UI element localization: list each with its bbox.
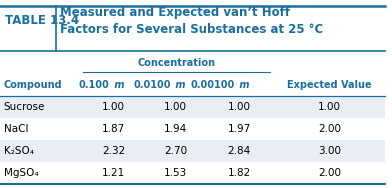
Text: 1.97: 1.97 <box>227 124 250 134</box>
Text: m: m <box>111 80 124 90</box>
Text: MgSO₄: MgSO₄ <box>4 168 38 178</box>
Text: Sucrose: Sucrose <box>4 102 45 112</box>
Text: 2.84: 2.84 <box>227 146 250 156</box>
Text: 0.100: 0.100 <box>78 80 109 90</box>
Text: 2.00: 2.00 <box>318 168 341 178</box>
Text: 1.00: 1.00 <box>318 102 341 112</box>
Text: 3.00: 3.00 <box>318 146 341 156</box>
Text: 2.32: 2.32 <box>102 146 125 156</box>
Text: 1.53: 1.53 <box>164 168 187 178</box>
Text: 2.70: 2.70 <box>164 146 187 156</box>
Text: 0.0100: 0.0100 <box>133 80 171 90</box>
Text: Concentration: Concentration <box>137 58 215 68</box>
Text: TABLE 13.4: TABLE 13.4 <box>5 14 79 27</box>
Text: Expected Value: Expected Value <box>287 80 372 90</box>
Text: 1.87: 1.87 <box>102 124 125 134</box>
Bar <box>0 96 385 118</box>
Text: 0.00100: 0.00100 <box>190 80 234 90</box>
Text: Measured and Expected van’t Hoff
Factors for Several Substances at 25 °C: Measured and Expected van’t Hoff Factors… <box>60 6 323 36</box>
Text: 1.82: 1.82 <box>227 168 250 178</box>
Text: 1.00: 1.00 <box>164 102 187 112</box>
Text: 2.00: 2.00 <box>318 124 341 134</box>
Text: 1.21: 1.21 <box>102 168 125 178</box>
Text: m: m <box>236 80 249 90</box>
Bar <box>0 140 385 162</box>
Text: 1.00: 1.00 <box>102 102 125 112</box>
Text: m: m <box>172 80 186 90</box>
Text: K₂SO₄: K₂SO₄ <box>4 146 34 156</box>
Text: Compound: Compound <box>4 80 62 90</box>
Text: NaCl: NaCl <box>4 124 28 134</box>
Text: 1.00: 1.00 <box>227 102 250 112</box>
Text: 1.94: 1.94 <box>164 124 187 134</box>
